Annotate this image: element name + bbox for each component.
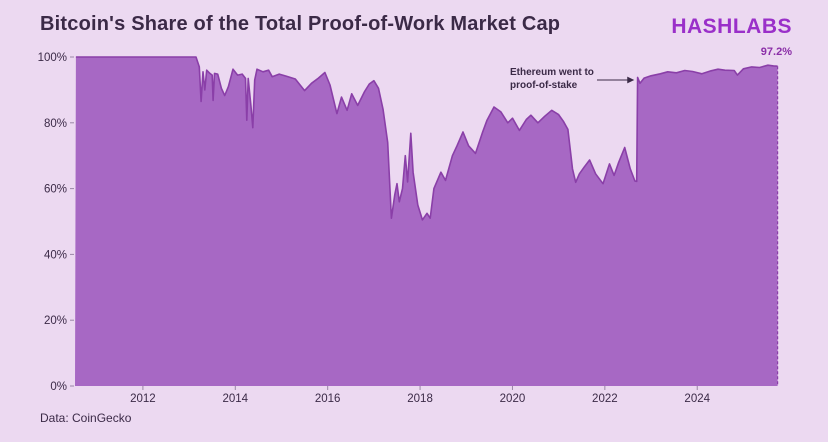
x-tick-label: 2016 [315,393,341,405]
y-tick-label: 40% [44,249,67,261]
x-tick-label: 2020 [500,393,526,405]
y-tick-label: 20% [44,315,67,327]
x-tick-label: 2014 [222,393,248,405]
annotation-line-2: proof-of-stake [510,80,578,91]
y-tick-label: 100% [38,52,67,64]
brand-logo: HASHLABS [671,15,792,38]
x-tick-label: 2018 [407,393,433,405]
page-title: Bitcoin's Share of the Total Proof-of-Wo… [40,13,561,35]
y-tick-label: 60% [44,184,67,196]
x-tick-label: 2012 [130,393,156,405]
annotation-arrow-head [627,76,635,84]
series-line [75,56,778,221]
annotation-ethereum-pos: Ethereum went to proof-of-stake [510,66,594,92]
x-tick-label: 2024 [684,393,710,405]
y-tick-label: 80% [44,118,67,130]
y-tick-label: 0% [50,381,67,393]
source-note: Data: CoinGecko [40,411,132,425]
annotation-line-1: Ethereum went to [510,67,594,78]
end-value-label: 97.2% [760,46,792,58]
x-tick-label: 2022 [592,393,618,405]
series-area [75,57,778,386]
